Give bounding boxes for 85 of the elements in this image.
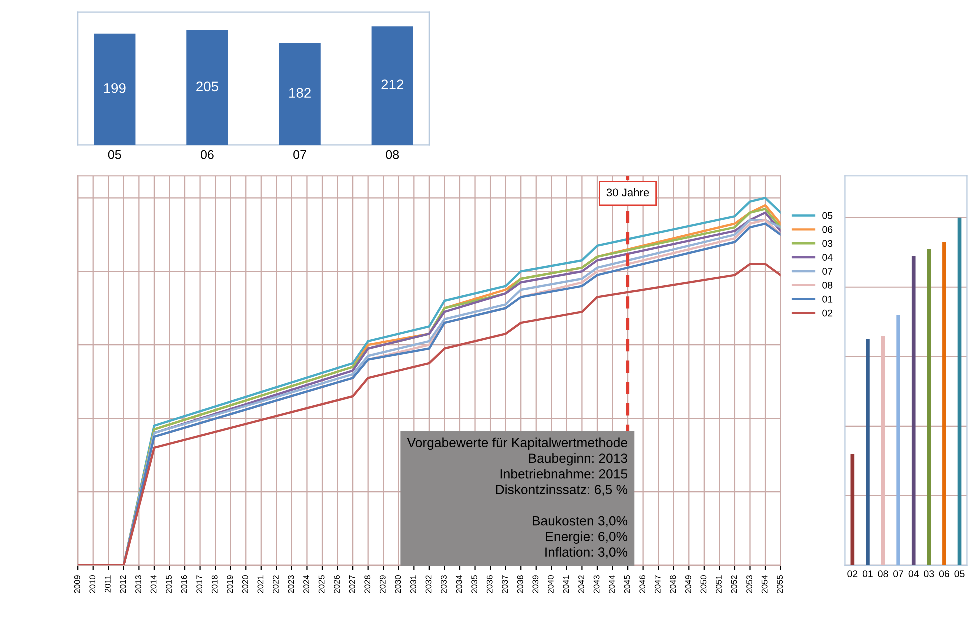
x-tick-label: 2055 [777,576,784,594]
ref-line-label: 30 Jahre [606,188,650,197]
x-tick-label: 2011 [104,576,111,593]
x-tick-label: 2044 [609,575,615,594]
x-tick-label: 02 [848,570,858,578]
x-tick-label: 2030 [395,576,402,594]
x-tick-label: 2054 [762,575,768,594]
x-tick-label: 2041 [563,576,570,594]
x-tick-label: 05 [108,150,122,160]
x-tick-label: 2015 [166,576,172,594]
x-tick-label: 2032 [426,576,432,594]
x-tick-label: 2017 [196,576,203,594]
x-tick-label: 01 [862,570,873,578]
x-tick-label: 2040 [548,576,554,594]
bar [896,315,900,566]
legend-label: 01 [822,296,833,303]
x-tick-label: 2010 [90,576,96,594]
data-label: 212 [382,80,404,90]
x-tick-label: 2018 [212,576,218,594]
x-tick-label: 2028 [364,576,371,594]
x-tick-label: 2038 [517,576,524,594]
bar [881,336,886,566]
legend-label: 06 [822,226,833,234]
legend-label: 05 [822,212,833,220]
x-tick-label: 2053 [746,576,752,594]
x-tick-label: 2047 [654,576,661,594]
bar [372,26,414,146]
x-tick-label: 2031 [410,576,416,594]
x-tick-label: 2023 [288,576,294,594]
x-tick-label: 2048 [670,576,676,594]
x-tick-label: 08 [878,570,888,578]
legend-label: 03 [822,240,833,248]
x-tick-label: 2034 [456,575,462,594]
legend-label: 07 [822,268,833,275]
x-tick-label: 2036 [486,576,493,594]
bar [186,30,228,146]
bar [279,43,321,146]
bar [850,454,855,566]
x-tick-label: 06 [939,570,950,578]
x-tick-label: 2027 [349,576,356,594]
x-tick-label: 2050 [700,576,707,594]
x-tick-label: 03 [924,570,934,578]
legend-label: 04 [822,254,833,262]
x-tick-label: 2021 [258,576,264,594]
x-tick-label: 2033 [441,576,447,594]
data-label: 205 [196,82,218,92]
x-tick-label: 2022 [273,576,279,594]
x-tick-label: 07 [894,570,904,578]
x-tick-label: 2043 [594,576,600,594]
x-tick-label: 2014 [150,575,157,594]
x-tick-label: 2051 [716,576,722,594]
x-tick-label: 04 [908,570,919,578]
data-label: 199 [104,83,126,94]
bar [958,218,962,566]
x-tick-label: 2016 [181,576,188,594]
x-tick-label: 2035 [472,576,478,594]
x-tick-label: 2019 [227,576,234,594]
x-tick-label: 2020 [242,576,248,594]
x-tick-label: 2026 [334,576,340,594]
x-tick-label: 2039 [532,576,539,594]
bar [866,340,870,566]
x-tick-label: 2029 [380,576,386,594]
x-tick-label: 07 [294,150,306,160]
x-tick-label: 2045 [624,576,630,594]
x-tick-label: 06 [201,150,214,160]
x-tick-label: 2037 [502,576,508,594]
x-tick-label: 08 [386,150,400,160]
text: Vorgabewerte für Kapitalwertmethode Baubeginn: 2013 Inbetriebnahme: 2015 Diskontzinssatz: 6,5 % Baukosten 3,0% Energie: 6,0% Inflation: 3,0% [407,438,628,559]
bar [942,242,946,566]
x-tick-label: 2009 [74,576,80,594]
x-tick-label: 05 [954,570,965,578]
x-tick-label: 2042 [578,576,584,594]
legend-label: 02 [822,310,833,317]
bar [912,256,916,566]
bar [927,249,932,566]
x-tick-label: 2052 [731,576,738,594]
x-tick-label: 2012 [120,576,126,594]
data-label: 182 [290,88,311,98]
bar [94,34,136,146]
x-tick-label: 2046 [640,576,646,594]
x-tick-label: 2049 [685,576,692,594]
x-tick-label: 2025 [318,576,325,594]
x-tick-label: 2024 [304,575,310,594]
x-tick-label: 2013 [136,576,142,594]
legend-label: 08 [822,282,833,289]
